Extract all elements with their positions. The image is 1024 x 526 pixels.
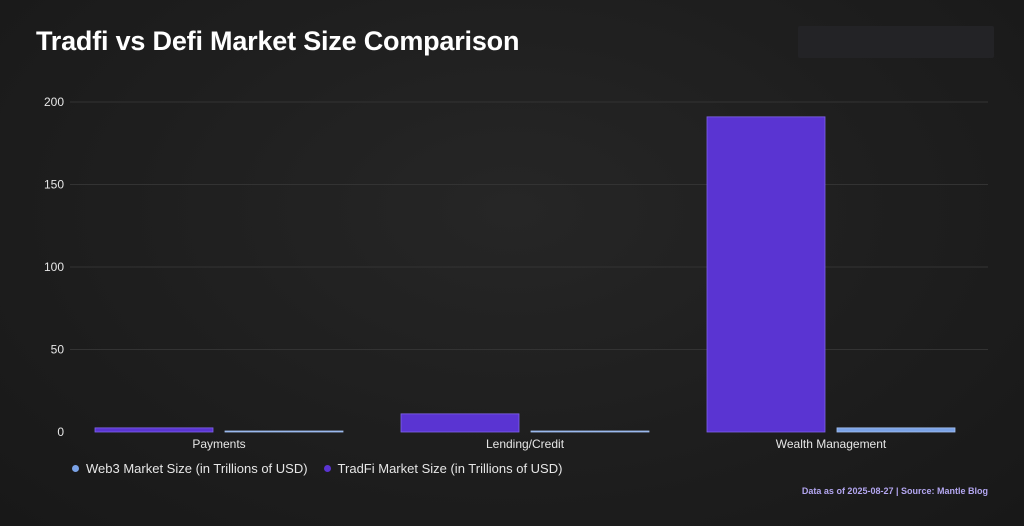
chart-title: Tradfi vs Defi Market Size Comparison — [36, 26, 520, 56]
y-tick-label-50: 50 — [51, 343, 65, 357]
legend-item-tradfi[interactable]: TradFi Market Size (in Trillions of USD) — [323, 461, 563, 476]
legend-label-web3: Web3 Market Size (in Trillions of USD) — [86, 461, 308, 476]
legend-label-tradfi: TradFi Market Size (in Trillions of USD) — [337, 461, 563, 476]
x-tick-label-lending-credit: Lending/Credit — [486, 437, 565, 451]
legend-swatch-tradfi — [323, 465, 331, 472]
bar-tradfi-lending-credit — [400, 413, 520, 433]
legend-item-web3[interactable]: Web3 Market Size (in Trillions of USD) — [72, 461, 308, 476]
bar-web3-lending-credit — [530, 430, 650, 433]
legend: Web3 Market Size (in Trillions of USD) T… — [72, 461, 562, 476]
y-tick-label-100: 100 — [44, 260, 64, 274]
bar-web3-wealth-management — [836, 427, 956, 433]
legend-swatch-web3 — [72, 465, 79, 472]
y-tick-label-200: 200 — [44, 95, 64, 109]
brand-logo — [798, 26, 994, 58]
x-tick-label-payments: Payments — [192, 437, 245, 451]
bar-tradfi-wealth-management — [706, 116, 826, 433]
source-note: Data as of 2025-08-27 | Source: Mantle B… — [801, 486, 988, 496]
bar-tradfi-payments — [94, 427, 214, 433]
x-tick-label-wealth-management: Wealth Management — [776, 437, 887, 451]
y-tick-label-150: 150 — [44, 178, 64, 192]
bar-web3-payments — [224, 430, 344, 433]
y-tick-label-0: 0 — [57, 425, 64, 439]
